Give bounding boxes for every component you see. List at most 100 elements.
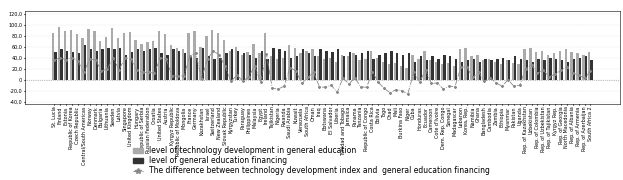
Bar	[258, 53, 260, 80]
Bar	[399, 66, 402, 80]
Bar	[184, 53, 186, 80]
Bar	[473, 59, 475, 80]
Bar	[561, 60, 563, 80]
Bar	[143, 51, 145, 80]
Bar	[158, 31, 160, 80]
Bar	[420, 57, 422, 80]
Bar	[366, 51, 369, 80]
Bar	[188, 33, 190, 80]
Bar	[470, 57, 473, 80]
Bar	[149, 49, 151, 80]
Bar	[431, 57, 434, 80]
Bar	[99, 41, 102, 80]
Bar	[155, 48, 157, 80]
Bar	[520, 59, 522, 80]
Bar	[137, 49, 139, 80]
Bar	[502, 58, 505, 80]
Bar	[429, 60, 431, 80]
Bar	[583, 55, 584, 80]
Bar	[193, 31, 196, 80]
Bar	[414, 62, 416, 80]
Bar	[388, 64, 390, 80]
Bar	[459, 49, 461, 80]
Bar	[555, 59, 558, 80]
Bar	[353, 53, 355, 80]
Bar	[276, 59, 278, 80]
Bar	[290, 58, 292, 80]
Bar	[107, 48, 110, 80]
Bar	[476, 55, 478, 80]
Bar	[82, 38, 83, 80]
Bar	[260, 51, 263, 80]
Bar	[87, 29, 90, 80]
Bar	[235, 47, 237, 80]
Bar	[467, 60, 469, 80]
Bar	[490, 60, 493, 80]
Bar	[541, 51, 543, 80]
Legend: level of technology development in general education, level of general education: level of technology development in gener…	[133, 145, 490, 176]
Bar	[205, 36, 207, 80]
Bar	[181, 49, 184, 80]
Bar	[402, 55, 404, 80]
Bar	[72, 52, 74, 80]
Bar	[293, 48, 296, 80]
Bar	[361, 53, 363, 80]
Bar	[237, 51, 239, 80]
Bar	[547, 55, 549, 80]
Bar	[331, 52, 333, 80]
Bar	[325, 51, 328, 80]
Bar	[308, 53, 310, 80]
Bar	[196, 58, 198, 80]
Bar	[70, 30, 72, 80]
Bar	[535, 52, 538, 80]
Bar	[146, 42, 149, 80]
Bar	[278, 49, 280, 80]
Bar	[591, 60, 593, 80]
Bar	[95, 51, 98, 80]
Bar	[90, 49, 92, 80]
Bar	[584, 57, 587, 80]
Bar	[394, 63, 396, 80]
Bar	[102, 49, 104, 80]
Bar	[355, 55, 357, 80]
Bar	[464, 48, 467, 80]
Bar	[406, 68, 408, 80]
Bar	[190, 57, 192, 80]
Bar	[117, 38, 119, 80]
Bar	[384, 53, 387, 80]
Bar	[211, 30, 214, 80]
Bar	[488, 59, 490, 80]
Bar	[223, 40, 225, 80]
Bar	[60, 49, 62, 80]
Bar	[135, 40, 137, 80]
Bar	[119, 48, 121, 80]
Bar	[478, 62, 481, 80]
Bar	[125, 55, 127, 80]
Bar	[553, 53, 555, 80]
Bar	[376, 58, 378, 80]
Bar	[231, 49, 234, 80]
Bar	[317, 57, 320, 80]
Bar	[264, 33, 267, 80]
Bar	[329, 58, 331, 80]
Bar	[131, 52, 133, 80]
Bar	[52, 33, 54, 80]
Bar	[111, 28, 113, 80]
Bar	[160, 53, 163, 80]
Bar	[441, 64, 443, 80]
Bar	[341, 55, 343, 80]
Bar	[358, 60, 361, 80]
Bar	[113, 49, 116, 80]
Bar	[408, 53, 410, 80]
Bar	[313, 57, 316, 80]
Bar	[166, 55, 169, 80]
Bar	[272, 48, 275, 80]
Bar	[255, 58, 257, 80]
Bar	[164, 35, 166, 80]
Bar	[75, 35, 78, 80]
Bar	[247, 52, 249, 80]
Bar	[506, 60, 508, 80]
Bar	[207, 57, 210, 80]
Bar	[370, 51, 373, 80]
Bar	[511, 63, 514, 80]
